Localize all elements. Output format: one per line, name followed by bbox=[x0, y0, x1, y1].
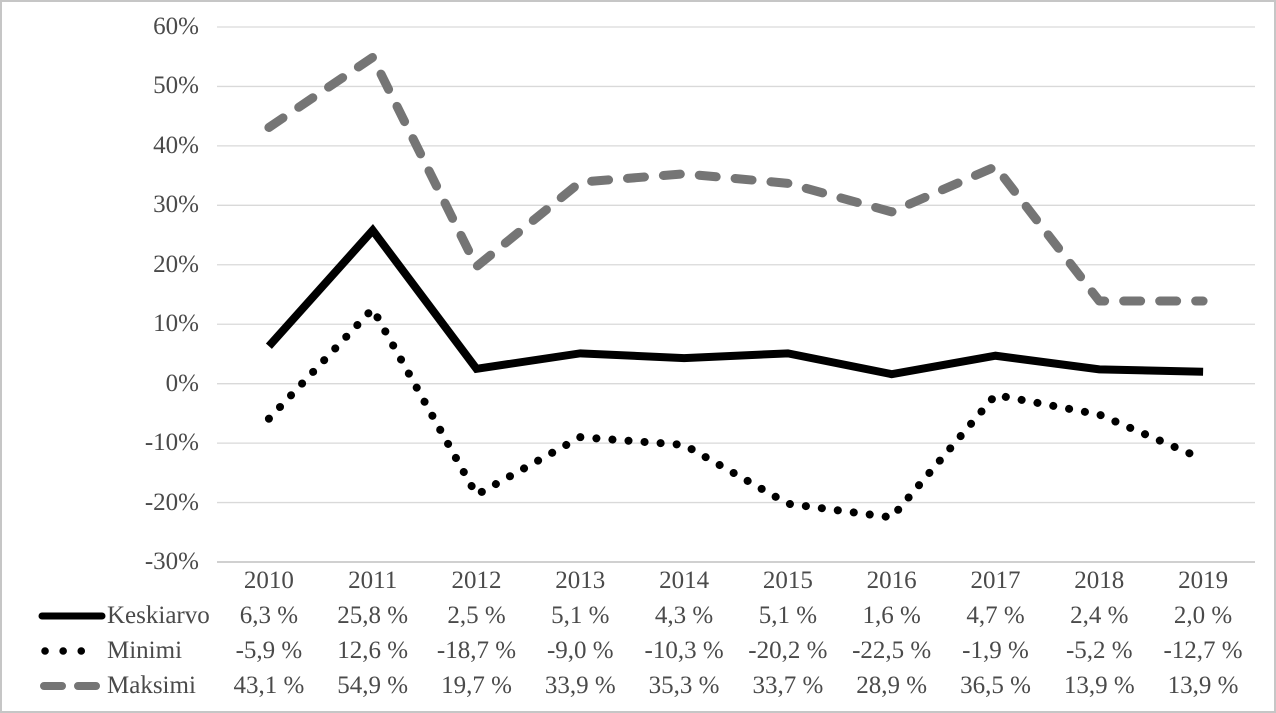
value-cell: 13,9 % bbox=[1063, 671, 1135, 699]
value-cell: 1,6 % bbox=[862, 601, 921, 629]
year-header-cell: 2016 bbox=[866, 566, 917, 594]
legend-marker-dotted-icon bbox=[41, 646, 103, 655]
value-cell: -12,7 % bbox=[1163, 636, 1243, 664]
value-cell: -9,0 % bbox=[546, 636, 614, 664]
y-axis: 60% 50% 40% 30% 20% 10% 0% -10% -20% -30% bbox=[2, 2, 199, 602]
year-header-cell: 2010 bbox=[243, 566, 294, 594]
year-header-cell: 2018 bbox=[1074, 566, 1125, 594]
y-axis-tick-label: -20% bbox=[144, 488, 199, 516]
value-cell: 54,9 % bbox=[337, 671, 409, 699]
year-header-cell: 2017 bbox=[970, 566, 1021, 594]
value-cell: 12,6 % bbox=[337, 636, 409, 664]
table-corner-cell bbox=[2, 563, 217, 598]
value-cell: 13,9 % bbox=[1167, 671, 1239, 699]
year-header-cell: 2014 bbox=[659, 566, 710, 594]
y-axis-tick-label: 30% bbox=[153, 191, 199, 219]
value-cell: -5,9 % bbox=[235, 636, 303, 664]
value-cell: 43,1 % bbox=[233, 671, 305, 699]
legend-item-maksimi: Maksimi bbox=[2, 668, 217, 703]
value-cell: -22,5 % bbox=[852, 636, 932, 664]
series-line-minimi bbox=[264, 304, 1208, 522]
y-axis-tick-label: 10% bbox=[153, 310, 199, 338]
year-header-cell: 2015 bbox=[762, 566, 813, 594]
series-label: Keskiarvo bbox=[107, 601, 210, 629]
y-axis-tick-label: 50% bbox=[153, 72, 199, 100]
value-cell: 4,3 % bbox=[654, 601, 714, 629]
year-header-cell: 2012 bbox=[451, 566, 502, 594]
y-axis-tick-label: -10% bbox=[144, 429, 199, 457]
legend-item-keskiarvo: Keskiarvo bbox=[2, 598, 217, 633]
series-label: Minimi bbox=[107, 636, 183, 664]
y-axis-tick-label: 60% bbox=[153, 13, 199, 40]
value-cell: 28,9 % bbox=[856, 671, 928, 699]
value-cell: 2,0 % bbox=[1173, 601, 1233, 629]
value-cell: 4,7 % bbox=[966, 601, 1025, 629]
value-cell: -1,9 % bbox=[962, 636, 1029, 664]
value-cell: 33,9 % bbox=[544, 671, 616, 699]
value-cell: -5,2 % bbox=[1065, 636, 1133, 664]
value-cell: -20,2 % bbox=[748, 636, 828, 664]
y-axis-tick-label: 40% bbox=[153, 131, 199, 159]
series-label: Maksimi bbox=[107, 671, 196, 699]
value-cell: 2,4 % bbox=[1070, 601, 1129, 629]
value-cell: 36,5 % bbox=[960, 671, 1031, 699]
value-cell: 35,3 % bbox=[648, 671, 720, 699]
y-axis-tick-label: 0% bbox=[165, 369, 199, 397]
value-cell: 2,5 % bbox=[447, 601, 506, 629]
series-line-keskiarvo bbox=[265, 223, 1204, 379]
legend-marker-dashed-icon bbox=[40, 681, 104, 690]
year-header-cell: 2013 bbox=[555, 566, 606, 594]
legend-item-minimi: Minimi bbox=[2, 633, 217, 668]
value-cell: -10,3 % bbox=[644, 636, 724, 664]
line-chart-canvas bbox=[217, 26, 1255, 563]
y-axis-tick-label: 20% bbox=[153, 250, 199, 278]
y-axis-tick-label: -30% bbox=[144, 548, 199, 575]
series-line-maksimi bbox=[264, 52, 1208, 306]
value-cell: 25,8 % bbox=[337, 601, 409, 629]
legend-marker-solid-icon bbox=[38, 612, 106, 619]
value-cell: 19,7 % bbox=[441, 671, 512, 699]
year-header-cell: 2011 bbox=[348, 566, 398, 594]
value-cell: 5,1 % bbox=[551, 601, 610, 629]
value-cell: 6,3 % bbox=[239, 601, 299, 629]
value-cell: 5,1 % bbox=[758, 601, 818, 629]
year-header-cell: 2019 bbox=[1178, 566, 1229, 594]
data-table: 2010 2011 2012 2013 2014 2015 2016 2017 2018 2019… bbox=[2, 563, 1255, 703]
value-cell: -18,7 % bbox=[436, 636, 517, 664]
value-cell: 33,7 % bbox=[752, 671, 824, 699]
